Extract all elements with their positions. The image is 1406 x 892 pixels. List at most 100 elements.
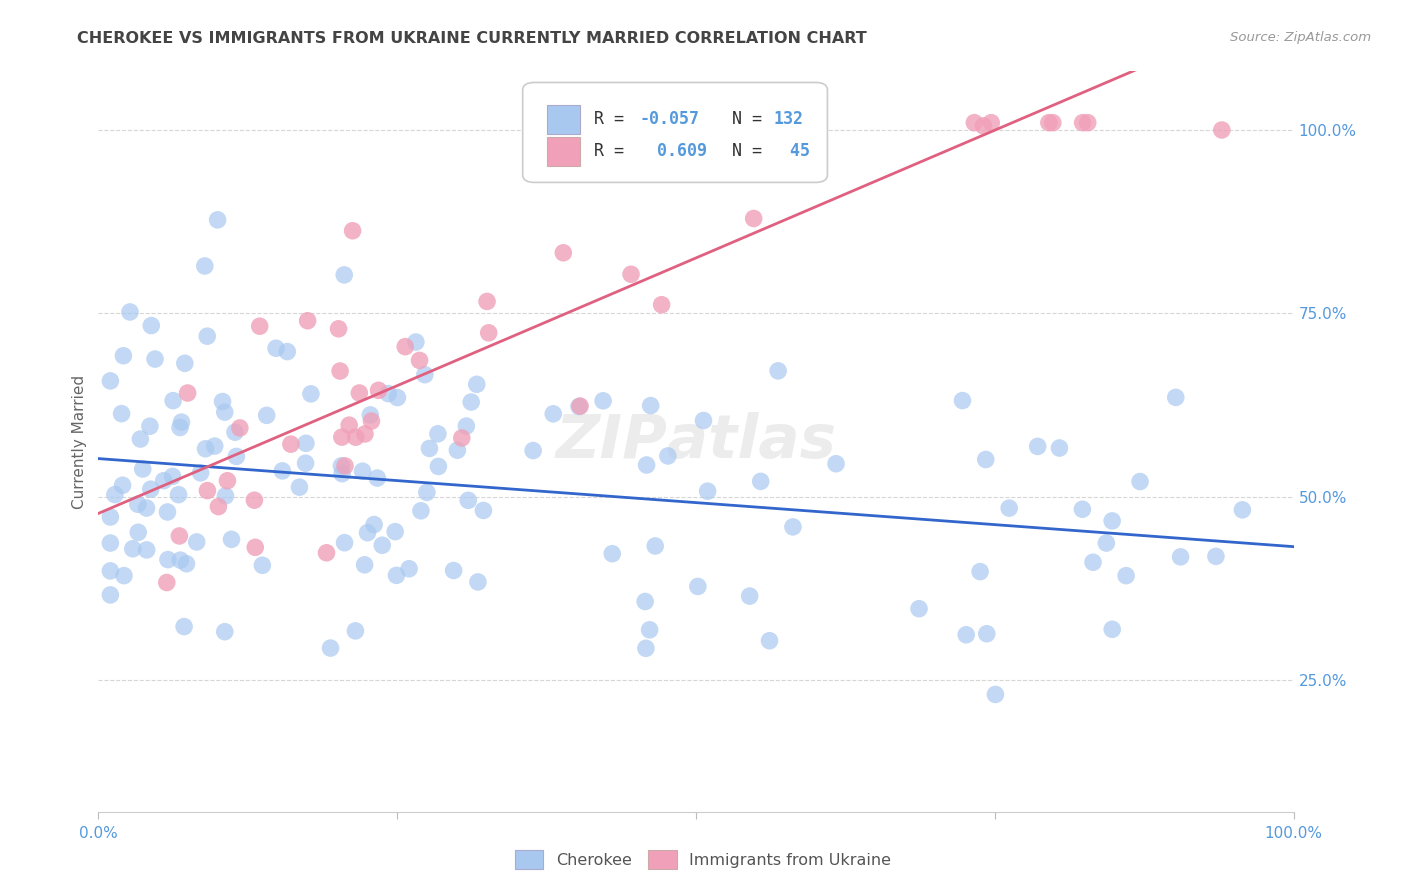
Point xyxy=(371,538,394,552)
Point xyxy=(98,588,122,602)
Point xyxy=(638,623,661,637)
Legend: Cherokee, Immigrants from Ukraine: Cherokee, Immigrants from Ukraine xyxy=(508,844,898,875)
Point xyxy=(121,541,143,556)
Point xyxy=(475,294,498,309)
Point xyxy=(592,393,614,408)
Point xyxy=(344,624,367,638)
Point xyxy=(173,356,195,370)
Point xyxy=(214,489,236,503)
Text: -0.057: -0.057 xyxy=(640,111,700,128)
Point xyxy=(782,520,804,534)
Point xyxy=(636,458,658,472)
Point xyxy=(98,510,122,524)
Point xyxy=(385,568,408,582)
Point xyxy=(104,487,127,501)
Point xyxy=(207,212,229,227)
Point xyxy=(825,457,848,471)
Point xyxy=(408,353,430,368)
Point xyxy=(315,546,337,560)
Point xyxy=(337,418,360,433)
Point xyxy=(761,161,783,175)
Point xyxy=(225,450,247,464)
Point xyxy=(243,493,266,508)
Point xyxy=(984,688,1007,702)
Point xyxy=(367,384,389,398)
Point xyxy=(387,391,409,405)
Text: CHEROKEE VS IMMIGRANTS FROM UKRAINE CURRENTLY MARRIED CORRELATION CHART: CHEROKEE VS IMMIGRANTS FROM UKRAINE CURR… xyxy=(77,31,868,46)
Point xyxy=(173,619,195,633)
Point xyxy=(276,344,298,359)
Point xyxy=(976,626,998,640)
Point xyxy=(969,565,991,579)
Point xyxy=(190,466,212,480)
Point xyxy=(224,425,246,440)
Point xyxy=(1211,123,1233,137)
Point xyxy=(1164,391,1187,405)
Point xyxy=(568,400,591,414)
Point xyxy=(1071,116,1094,130)
Text: N =: N = xyxy=(711,111,772,128)
Point xyxy=(360,414,382,428)
Point xyxy=(443,564,465,578)
Point xyxy=(409,504,432,518)
Point xyxy=(1077,116,1099,130)
Point xyxy=(354,427,377,442)
Point xyxy=(162,469,184,483)
Point xyxy=(295,436,318,450)
Point xyxy=(98,564,122,578)
Point xyxy=(974,452,997,467)
Point xyxy=(139,419,162,434)
Point xyxy=(221,533,243,547)
Text: Source: ZipAtlas.com: Source: ZipAtlas.com xyxy=(1230,31,1371,45)
Point xyxy=(207,500,229,514)
Point xyxy=(766,364,789,378)
Point xyxy=(450,431,472,445)
Point xyxy=(1038,116,1060,130)
Point xyxy=(472,503,495,517)
Point xyxy=(194,259,217,273)
Point xyxy=(692,413,714,427)
Point xyxy=(352,464,374,478)
Bar xyxy=(547,104,581,135)
Point xyxy=(333,458,356,473)
Point xyxy=(446,443,468,458)
Point xyxy=(330,458,353,473)
Point xyxy=(366,471,388,485)
Point xyxy=(169,529,191,543)
Point xyxy=(426,426,449,441)
Point xyxy=(640,399,662,413)
Point xyxy=(398,562,420,576)
Point xyxy=(135,501,157,516)
Point xyxy=(980,116,1002,130)
Point xyxy=(955,628,977,642)
Point xyxy=(127,497,149,511)
Point xyxy=(405,334,427,349)
Point xyxy=(319,641,342,656)
Point xyxy=(634,641,657,656)
Point xyxy=(356,525,378,540)
Point xyxy=(553,245,575,260)
Point xyxy=(197,483,219,498)
Point xyxy=(169,553,191,567)
Point xyxy=(1071,502,1094,516)
Point xyxy=(264,341,287,355)
Point xyxy=(363,517,385,532)
Point xyxy=(297,314,319,328)
Point xyxy=(427,459,450,474)
Point xyxy=(1115,568,1137,582)
Point xyxy=(738,589,761,603)
Point xyxy=(111,478,134,492)
Point xyxy=(139,482,162,496)
Point xyxy=(634,594,657,608)
Point xyxy=(162,393,184,408)
Point xyxy=(1101,622,1123,636)
Point xyxy=(1049,441,1071,455)
Point xyxy=(908,601,931,615)
Point xyxy=(541,407,564,421)
FancyBboxPatch shape xyxy=(523,82,827,183)
Point xyxy=(245,541,267,555)
Text: R =: R = xyxy=(595,143,634,161)
Point xyxy=(217,474,239,488)
Point xyxy=(723,116,745,130)
Point xyxy=(758,633,780,648)
